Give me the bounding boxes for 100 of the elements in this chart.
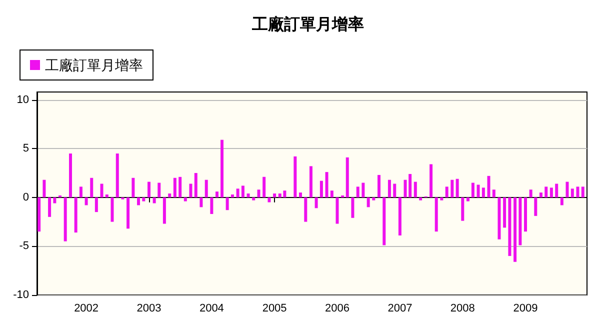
bar xyxy=(216,192,219,198)
bar xyxy=(110,197,114,222)
bar xyxy=(100,184,104,198)
bar xyxy=(524,197,528,232)
x-tick-label: 2007 xyxy=(388,302,412,314)
bar xyxy=(514,197,517,262)
bar xyxy=(178,176,182,198)
y-tick-label: 0 xyxy=(22,191,29,204)
bar xyxy=(74,197,78,233)
bar xyxy=(38,197,41,232)
bar xyxy=(377,174,380,198)
bar xyxy=(184,197,187,202)
x-tick-label: 2009 xyxy=(513,302,538,314)
bar xyxy=(581,186,584,198)
bar xyxy=(330,190,334,198)
bar xyxy=(566,182,569,198)
bar xyxy=(450,180,454,198)
bar xyxy=(84,197,88,206)
bar xyxy=(189,184,192,198)
bar xyxy=(372,197,376,200)
bar xyxy=(210,197,214,214)
bar xyxy=(419,197,422,200)
bar xyxy=(336,197,339,224)
bar xyxy=(79,186,82,198)
y-tick-label: 5 xyxy=(22,142,29,155)
bar xyxy=(356,186,360,198)
bar xyxy=(314,197,318,208)
x-tick-label: 2005 xyxy=(262,302,287,314)
x-tick-label: 2004 xyxy=(199,302,224,314)
bar xyxy=(53,197,56,204)
bar xyxy=(325,172,328,198)
bar xyxy=(137,197,140,206)
bar xyxy=(445,186,448,198)
bar xyxy=(42,180,46,198)
bar xyxy=(294,156,297,198)
bar xyxy=(430,164,433,198)
bar xyxy=(220,140,224,198)
bar xyxy=(309,166,312,198)
legend-label: 工廠訂單月增率 xyxy=(45,57,143,73)
bar xyxy=(147,182,150,198)
bar xyxy=(105,194,108,198)
bar xyxy=(246,194,250,198)
bar xyxy=(550,188,553,198)
y-tick-label: -5 xyxy=(19,240,29,252)
bar xyxy=(366,197,370,208)
bar xyxy=(116,153,119,198)
bar xyxy=(456,178,459,198)
bar xyxy=(461,197,464,221)
bar xyxy=(90,178,94,198)
bar xyxy=(48,197,52,217)
bar xyxy=(434,197,438,232)
bar xyxy=(382,197,386,246)
bar xyxy=(414,182,417,198)
bar xyxy=(168,194,172,198)
bar xyxy=(351,197,354,218)
bar xyxy=(230,194,234,198)
bar xyxy=(236,188,240,198)
chart-title: 工廠訂單月增率 xyxy=(251,14,364,34)
bar xyxy=(544,186,548,198)
bar xyxy=(393,184,396,198)
bar xyxy=(471,182,474,198)
bar xyxy=(173,178,176,198)
bar xyxy=(68,153,72,198)
x-tick-label: 2006 xyxy=(325,302,350,314)
bar xyxy=(262,176,266,198)
bar xyxy=(518,197,522,246)
y-tick-label: 10 xyxy=(16,94,29,106)
bar xyxy=(534,197,538,216)
bar xyxy=(320,180,323,198)
bar xyxy=(273,194,276,198)
bar xyxy=(268,197,271,202)
bar xyxy=(304,197,308,222)
bar xyxy=(194,173,198,198)
bar xyxy=(466,197,470,202)
bar xyxy=(560,197,564,206)
x-tick-label: 2003 xyxy=(136,302,162,314)
bar xyxy=(503,197,506,228)
bar xyxy=(162,197,166,224)
bar xyxy=(152,197,156,204)
bar xyxy=(346,157,349,198)
bar xyxy=(64,197,67,242)
x-tick-label: 2008 xyxy=(450,302,475,314)
bar xyxy=(126,197,130,229)
bar xyxy=(576,186,580,198)
bar xyxy=(487,176,490,198)
bar xyxy=(362,182,365,198)
bar xyxy=(440,197,444,200)
y-tick-label: -10 xyxy=(13,289,29,301)
bar xyxy=(529,190,532,198)
bar xyxy=(158,182,161,198)
bar xyxy=(498,197,501,240)
bar xyxy=(94,197,98,212)
bar xyxy=(555,184,558,198)
bar xyxy=(388,180,391,198)
bar xyxy=(252,197,256,200)
bar xyxy=(570,188,574,198)
bar xyxy=(204,180,208,198)
x-tick-label: 2002 xyxy=(74,302,99,314)
bar xyxy=(398,197,402,236)
bar xyxy=(241,186,244,198)
